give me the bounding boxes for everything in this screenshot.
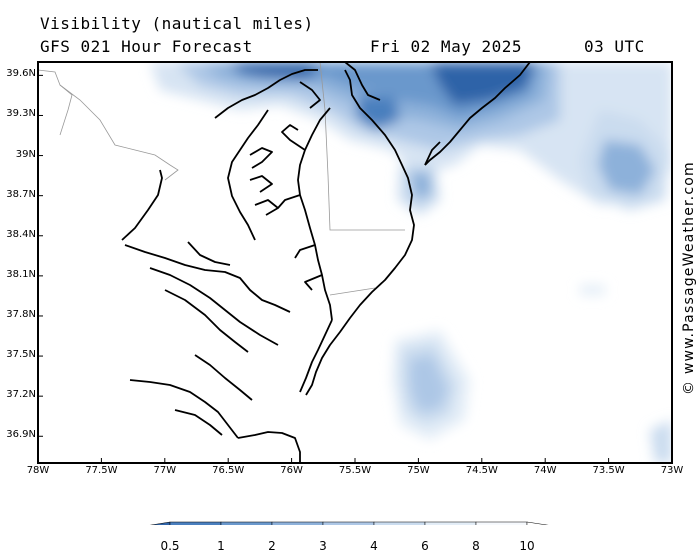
legend-label: 3	[319, 539, 327, 553]
lat-tick-label: 39.3N	[6, 108, 36, 120]
lat-tick-label: 38.7N	[6, 188, 36, 200]
map-title: Visibility (nautical miles)	[40, 14, 314, 33]
forecast-label: GFS 021 Hour Forecast	[40, 37, 253, 56]
legend-label: 10	[519, 539, 535, 553]
lon-tick-label: 74W	[533, 465, 557, 476]
state-borders	[38, 62, 405, 296]
legend	[149, 521, 549, 525]
axis-ticks	[37, 74, 673, 463]
visibility-shading	[38, 62, 672, 463]
lat-tick-label: 39.6N	[6, 68, 36, 80]
legend-label: 6	[421, 539, 429, 553]
lon-tick-label: 73W	[660, 465, 684, 476]
lat-tick-label: 39N	[15, 148, 36, 160]
lat-tick-label: 37.2N	[6, 389, 36, 401]
legend-label: 0.5	[160, 539, 180, 553]
lon-tick-label: 78W	[26, 465, 50, 476]
forecast-time: 03 UTC	[584, 37, 645, 56]
lon-tick-label: 76.5W	[212, 465, 245, 476]
lat-tick-label: 37.8N	[6, 308, 36, 320]
credit-watermark: © www.PassageWeather.com	[681, 161, 697, 395]
legend-label: 4	[370, 539, 378, 553]
lat-tick-label: 36.9N	[6, 429, 36, 441]
legend-label: 2	[268, 539, 276, 553]
lon-tick-label: 75W	[407, 465, 430, 476]
legend-label: 8	[472, 539, 480, 553]
visibility-map	[37, 61, 673, 525]
lon-tick-label: 77.5W	[85, 465, 118, 476]
lon-tick-label: 75.5W	[338, 465, 372, 476]
lat-tick-label: 37.5N	[6, 349, 36, 361]
lat-tick-label: 38.4N	[6, 228, 36, 240]
lon-tick-label: 76W	[280, 465, 303, 476]
legend-label: 1	[217, 539, 225, 553]
coastline	[121, 62, 531, 463]
lon-tick-label: 74.5W	[465, 465, 498, 476]
forecast-date: Fri 02 May 2025	[370, 37, 522, 56]
lon-tick-label: 73.5W	[592, 465, 625, 476]
lat-tick-label: 38.1N	[6, 268, 36, 280]
lon-tick-label: 77W	[153, 465, 177, 476]
